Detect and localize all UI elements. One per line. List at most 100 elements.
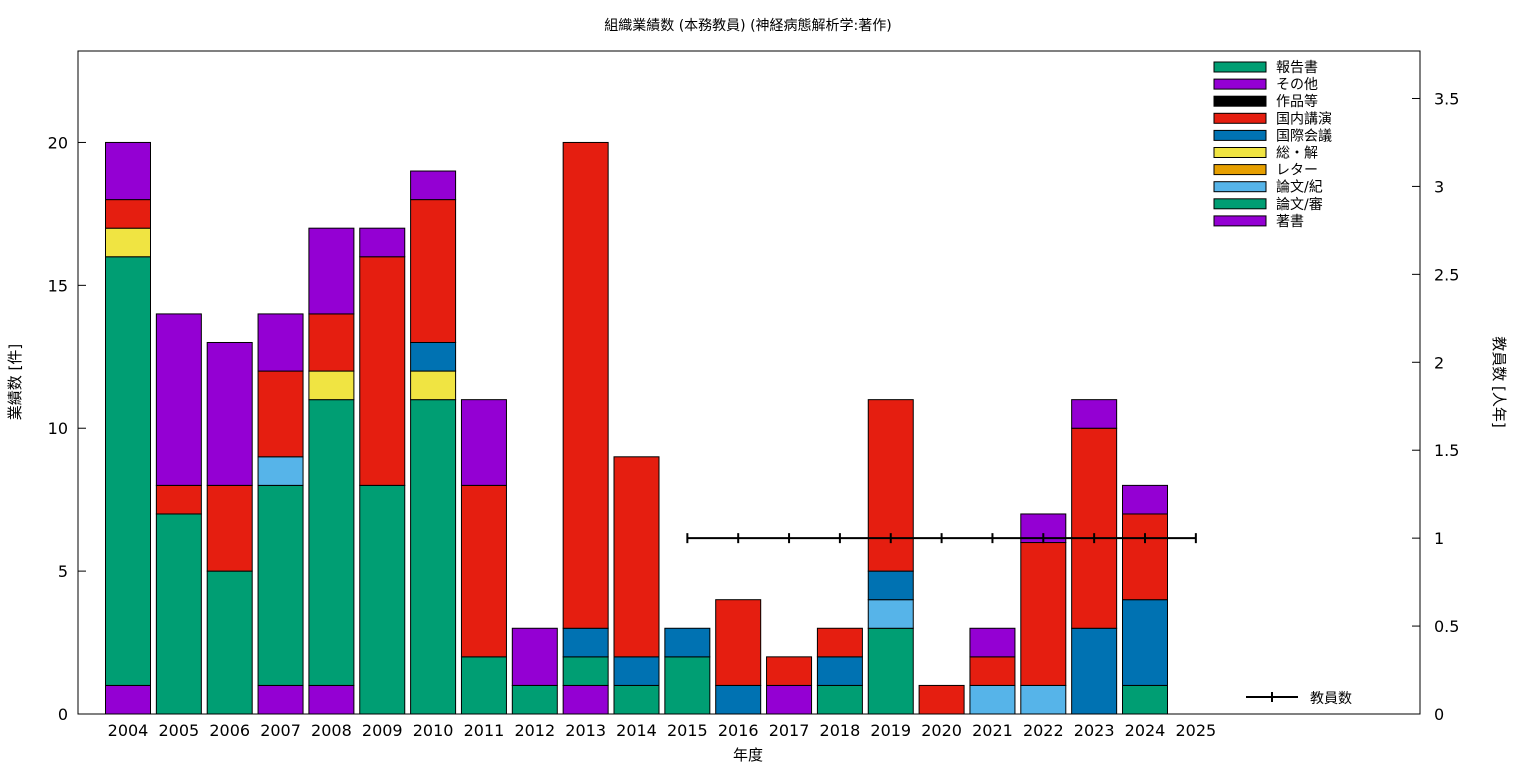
bar-2014-series-5 [613, 656, 660, 686]
legend-label: 総・解 [1276, 146, 1318, 162]
bar-2008-series-1 [308, 399, 355, 686]
x-tick-label: 2025 [1175, 721, 1216, 740]
legend-swatch [1213, 164, 1267, 176]
bar-2024-series-5 [1122, 599, 1168, 686]
legend-swatch [1213, 147, 1267, 158]
y2-tick-label: 3 [1434, 177, 1444, 196]
x-tick-label: 2022 [1023, 721, 1064, 740]
left-axis-ticks: 0 5 10 15 20 [48, 133, 86, 724]
legend-label: 論文/紀 [1276, 180, 1323, 196]
y2-tick-label: 3.5 [1434, 89, 1459, 108]
x-axis-ticks: 2004 2005 2006 2007 2008 2009 2010 2011 2012 2013… [108, 721, 1217, 740]
y-tick-label: 15 [48, 276, 68, 295]
line-legend-label: 教員数 [1310, 691, 1352, 707]
bar-2008-series-6 [308, 313, 355, 372]
bar-2015-series-1 [664, 656, 711, 715]
legend-label: その他 [1276, 77, 1318, 93]
bar-2005-series-1 [155, 513, 202, 715]
x-tick-label: 2017 [769, 721, 810, 740]
legend-swatch [1213, 78, 1267, 90]
bar-2023-series-6 [1071, 427, 1118, 629]
x-tick-label: 2009 [362, 721, 403, 740]
y2-tick-label: 2.5 [1434, 265, 1459, 284]
bar-2024-series-6 [1122, 513, 1168, 601]
x-tick-label: 2004 [108, 721, 149, 740]
chart-title: 組織業績数 (本務教員) (神経病態解析学:著作) [604, 18, 891, 34]
bar-2019-series-2 [867, 599, 914, 629]
x-tick-label: 2013 [565, 721, 606, 740]
bar-2009-series-6 [359, 256, 406, 486]
bar-2024-series-8 [1122, 484, 1168, 515]
bar-2022-series-6 [1020, 542, 1067, 686]
bar-2010-series-1 [410, 399, 457, 715]
x-tick-label: 2024 [1125, 721, 1166, 740]
x-axis-label: 年度 [733, 746, 763, 764]
bar-2004-series-1 [105, 256, 151, 686]
bar-2017-series-0 [766, 684, 813, 715]
bar-2008-series-0 [308, 684, 355, 715]
bar-2011-series-6 [460, 484, 507, 658]
x-tick-label: 2021 [972, 721, 1013, 740]
x-tick-label: 2019 [870, 721, 911, 740]
legend-label: 論文/審 [1276, 197, 1323, 213]
bar-2010-series-5 [410, 341, 457, 372]
bar-2007-series-0 [257, 684, 304, 715]
bar-2021-series-2 [969, 684, 1016, 715]
bar-2018-series-6 [816, 627, 863, 658]
y2-tick-label: 1.5 [1434, 441, 1459, 460]
bar-2009-series-1 [359, 484, 406, 715]
bar-2008-series-8 [308, 227, 355, 315]
staff-line-layer [686, 533, 1197, 544]
bar-2005-series-8 [155, 313, 202, 486]
bar-2013-series-1 [562, 656, 609, 686]
bar-2011-series-8 [460, 399, 507, 486]
x-tick-label: 2015 [667, 721, 708, 740]
bar-2013-series-5 [562, 627, 609, 658]
legend-swatch [1213, 61, 1267, 73]
y2-tick-label: 0 [1434, 705, 1444, 724]
bar-2023-series-5 [1071, 627, 1118, 715]
bar-2007-series-6 [257, 370, 304, 458]
bar-2024-series-1 [1122, 684, 1168, 715]
bar-2022-series-2 [1020, 684, 1067, 715]
x-tick-label: 2005 [158, 721, 199, 740]
bar-2006-series-8 [206, 341, 253, 486]
legend-label: レター [1276, 163, 1318, 179]
x-tick-label: 2018 [820, 721, 861, 740]
y-tick-label: 5 [58, 562, 68, 581]
bar-2004-series-0 [105, 684, 151, 715]
legend-swatch [1213, 95, 1267, 107]
bar-2004-series-6 [105, 199, 151, 229]
right-axis-ticks: 0 0.5 1 1.5 2 2.5 3 3.5 [1412, 89, 1459, 724]
legend-label: 国内講演 [1276, 111, 1332, 127]
bar-2023-series-8 [1071, 399, 1118, 429]
bar-2004-series-8 [105, 141, 151, 201]
bar-2009-series-8 [359, 227, 406, 258]
line-legend: 教員数 [1246, 691, 1352, 707]
x-tick-label: 2008 [311, 721, 352, 740]
bar-2017-series-6 [766, 656, 813, 686]
legend-label: 作品等 [1276, 93, 1318, 110]
legend-label: 報告書 [1276, 60, 1318, 76]
bar-2006-series-6 [206, 484, 253, 572]
bar-2020-series-6 [918, 684, 965, 715]
legend-label: 著書 [1276, 214, 1304, 230]
x-tick-label: 2010 [413, 721, 454, 740]
y2-tick-label: 2 [1434, 353, 1444, 372]
bar-2018-series-5 [816, 656, 863, 686]
y2-tick-label: 0.5 [1434, 617, 1459, 636]
legend-swatch [1213, 112, 1267, 124]
x-tick-label: 2007 [260, 721, 301, 740]
legend-swatch [1213, 129, 1267, 141]
x-tick-label: 2023 [1074, 721, 1115, 740]
bar-2014-series-6 [613, 456, 660, 658]
legend-swatch [1213, 181, 1267, 193]
bar-2007-series-1 [257, 484, 304, 686]
y-tick-label: 20 [48, 133, 68, 152]
y-axis-label: 業績数 [件] [6, 344, 24, 420]
bar-layer [105, 141, 1168, 715]
bar-2011-series-1 [460, 656, 507, 715]
bar-2006-series-1 [206, 570, 253, 715]
